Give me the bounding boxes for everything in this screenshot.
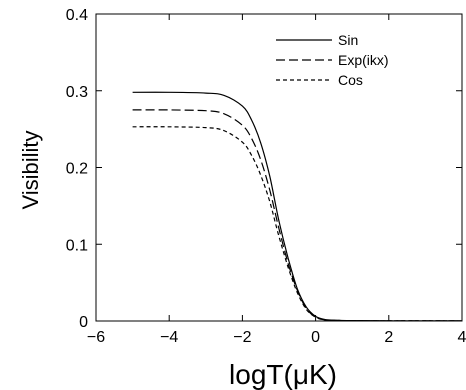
legend-label: Sin (338, 32, 358, 48)
y-axis-title: Visibility (18, 130, 43, 209)
x-tick-label: 2 (384, 329, 393, 346)
y-tick-label: 0.1 (66, 237, 88, 254)
x-tick-label: −4 (160, 329, 178, 346)
axis-ticks: −6 −4 −2 0 2 4 0 0.1 0.2 0.3 0.4 (66, 7, 466, 346)
y-tick-label: 0.4 (66, 7, 88, 24)
x-axis-title: logT(μK) (229, 359, 337, 390)
x-tick-label: 4 (458, 329, 466, 346)
legend-label: Exp(ikx) (338, 52, 389, 68)
x-tick-label: −2 (233, 329, 251, 346)
x-tick-label: 0 (311, 329, 320, 346)
x-tick-label: −6 (87, 329, 105, 346)
legend: Sin Exp(ikx) Cos (276, 32, 389, 88)
legend-label: Cos (338, 72, 363, 88)
y-tick-label: 0.2 (66, 161, 88, 178)
y-tick-label: 0.3 (66, 84, 88, 101)
y-tick-label: 0 (79, 314, 88, 331)
series-line-2 (132, 126, 462, 322)
series-line-1 (132, 109, 462, 322)
series-lines (132, 91, 462, 322)
